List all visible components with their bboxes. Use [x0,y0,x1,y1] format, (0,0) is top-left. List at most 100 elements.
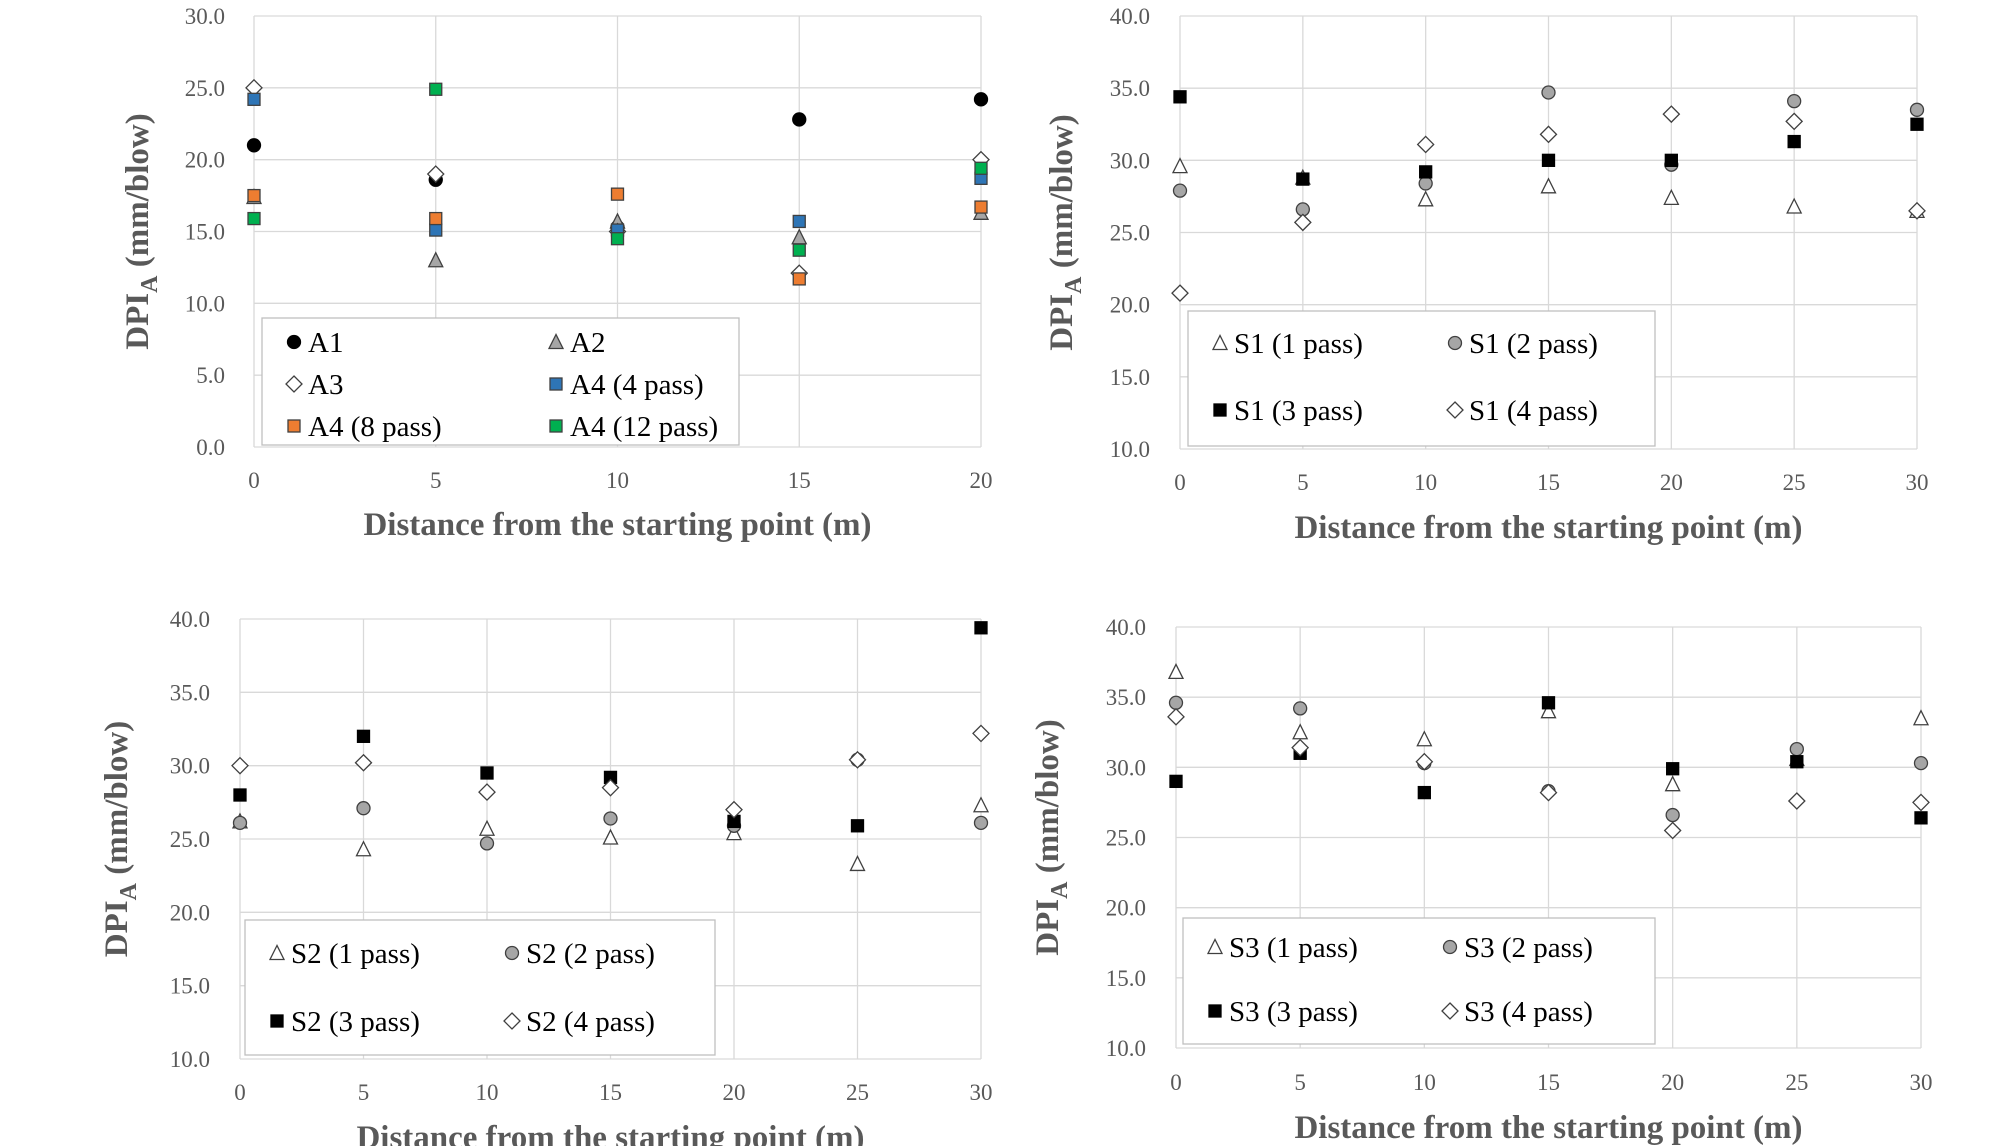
data-point [247,211,261,226]
x-tick-label: 15 [1537,1070,1560,1095]
y-tick-label: 35.0 [170,680,210,705]
y-tick-label: 15.0 [185,220,225,245]
data-point [849,854,866,872]
data-point [1787,792,1806,810]
data-point [247,92,261,106]
y-tick-label: 35.0 [1110,76,1150,101]
legend-marker [1441,1002,1459,1020]
y-axis-title: DPIA (mm/blow) [1044,114,1087,350]
data-point [725,800,743,819]
data-point [1913,755,1929,771]
y-axis-title-main: DPI [99,900,135,957]
legend-marker [285,375,303,393]
legend-marker [287,419,301,433]
data-point [1912,793,1930,812]
y-tick-label: 15.0 [1106,966,1146,991]
series-a4-8-pass- [247,187,988,286]
y-tick-label: 40.0 [170,607,210,632]
legend-marker [549,419,563,433]
x-tick-label: 20 [970,468,993,493]
data-point [1416,730,1433,747]
data-point [246,138,262,153]
data-point [792,272,806,286]
y-tick-label: 25.0 [170,827,210,852]
data-point [1419,165,1433,179]
legend-marker [504,945,520,961]
x-tick-label: 10 [476,1080,499,1105]
data-point [1415,752,1434,771]
legend-label: S2 (4 pass) [526,1006,655,1038]
series-a4-12-pass- [247,82,988,257]
legend-box [244,919,716,1056]
y-tick-label: 20.0 [1110,293,1150,318]
data-point [1787,134,1801,149]
y-tick-label: 25.0 [1110,221,1150,246]
y-tick-label: 40.0 [1106,615,1146,640]
legend-label: A2 [570,327,605,359]
x-tick-label: 30 [970,1080,993,1105]
y-axis-title-unit: (mm/blow) [99,721,135,883]
data-point [792,214,806,229]
data-point [1291,738,1310,757]
legend-label: S3 (4 pass) [1464,996,1593,1028]
data-point [247,188,261,203]
y-tick-label: 25.0 [185,76,225,101]
data-point [1171,284,1189,303]
y-tick-label: 40.0 [1110,4,1150,29]
data-point [354,753,373,772]
chart-S1: 10.0 15.0 20.0 25.0 30.0 35.0 40.0 0 5 10 15 20 25 30… [1044,4,1929,546]
legend-marker [503,1012,521,1030]
y-tick-label: 10.0 [170,1047,210,1072]
x-tick-label: 10 [606,468,629,493]
x-tick-label: 30 [1910,1070,1933,1095]
data-point [356,729,371,743]
data-point [1787,94,1802,109]
y-axis-title-subscript: A [116,882,142,900]
data-point [602,828,619,845]
legend-box [1182,917,1656,1045]
chart-S2: 10.0 15.0 20.0 25.0 30.0 35.0 40.0 0 5 10 15 20 25 30… [99,607,993,1146]
data-point [1663,821,1682,840]
data-point [429,223,443,237]
series-s3-4-pass- [1167,707,1930,840]
y-axis-title: DPIA (mm/blow) [1030,719,1073,955]
legend: A1 A2 A3 A4 (4 pass) A4 (8 pass) A4 (12 pass) [261,317,740,446]
y-tick-label: 35.0 [1106,685,1146,710]
data-point [610,187,625,201]
x-axis-title: Distance from the starting point (m) [363,507,871,543]
data-point [1789,741,1804,757]
data-point [1790,755,1804,769]
y-tick-label: 0.0 [196,435,225,460]
x-tick-label: 15 [788,468,811,493]
series-s1-3-pass- [1173,90,1924,186]
chart-A: 0.0 5.0 10.0 15.0 20.0 25.0 30.0 0 5 10 15 20 Distan… [120,4,993,543]
legend-label: A1 [308,327,343,359]
data-point [1664,775,1681,792]
data-point [792,112,807,127]
x-tick-label: 5 [430,468,442,493]
legend-marker [1208,1004,1222,1018]
y-tick-label: 30.0 [1110,148,1150,173]
data-point [1293,213,1312,232]
x-tick-label: 15 [599,1080,622,1105]
data-point [1663,188,1680,206]
data-point [610,232,625,246]
data-point [478,783,496,801]
legend-label: A4 (8 pass) [308,411,442,443]
y-axis-title-subscript: A [1061,276,1087,294]
legend-label: S1 (4 pass) [1469,395,1598,427]
y-tick-label: 10.0 [185,291,225,316]
legend-marker [270,1014,284,1028]
x-tick-label: 5 [358,1080,370,1105]
data-point [1914,811,1928,825]
data-point [1171,157,1189,174]
y-tick-label: 30.0 [170,754,210,779]
y-tick-label: 20.0 [185,148,225,173]
data-point [1541,85,1556,100]
x-tick-label: 0 [234,1080,246,1105]
y-tick-label: 30.0 [1106,755,1146,780]
data-point [1541,153,1556,167]
legend-marker [1213,403,1227,417]
x-tick-label: 25 [846,1080,869,1105]
